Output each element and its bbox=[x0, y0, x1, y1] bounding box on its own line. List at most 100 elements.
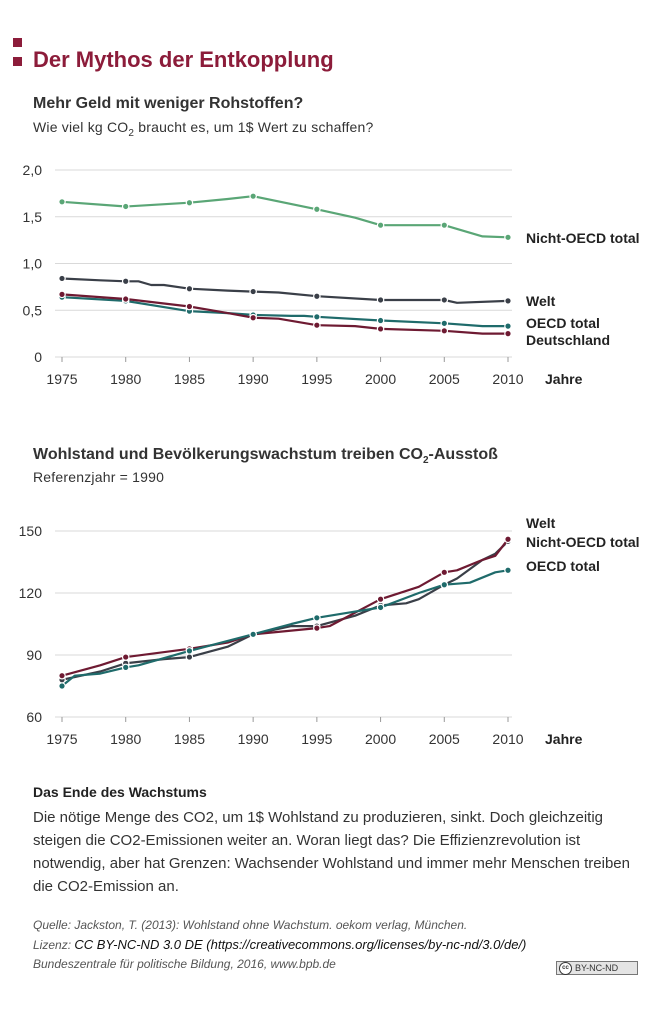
chart1-point-oecd-total bbox=[313, 312, 321, 321]
chart1-point-nicht-oecd-total bbox=[121, 202, 130, 211]
chart1-point-welt bbox=[249, 287, 257, 296]
license-prefix: Lizenz: bbox=[33, 938, 75, 952]
chart1-point-nicht-oecd-total bbox=[185, 198, 194, 207]
chart2-point-oecd-total bbox=[185, 647, 194, 655]
chart2-point-nicht-oecd-total bbox=[376, 595, 385, 604]
chart1-point-deutschland bbox=[376, 325, 385, 333]
chart1-point-nicht-oecd-total bbox=[313, 205, 321, 214]
chart2-point-oecd-total bbox=[58, 682, 66, 690]
chart2-point-oecd-total bbox=[440, 580, 449, 589]
license-link[interactable]: CC BY-NC-ND 3.0 DE (https://creativecomm… bbox=[74, 937, 527, 952]
chart1-point-oecd-total bbox=[376, 316, 385, 325]
chart2-point-oecd-total bbox=[249, 630, 257, 639]
chart2-series-label-oecd-total: OECD total bbox=[526, 558, 600, 574]
chart2-y-tick-label: 150 bbox=[19, 523, 43, 539]
chart1-series-label-deutschland: Deutschland bbox=[526, 332, 610, 348]
chart2-x-tick-label: 1990 bbox=[238, 731, 269, 747]
chart2-subtitle: Referenzjahr = 1990 bbox=[33, 469, 165, 485]
chart1-point-deutschland bbox=[313, 321, 321, 330]
chart1-point-nicht-oecd-total bbox=[58, 197, 66, 206]
chart2-point-nicht-oecd-total bbox=[58, 671, 66, 680]
chart2-title: Wohlstand und Bevölkerungswachstum treib… bbox=[33, 446, 498, 466]
chart1-x-tick-label: 2010 bbox=[492, 371, 523, 387]
chart2-point-welt bbox=[185, 653, 194, 661]
article-body: Die nötige Menge des CO2, um 1$ Wohlstan… bbox=[33, 809, 630, 895]
cc-circle-icon: cc bbox=[559, 961, 572, 975]
chart1-point-deutschland bbox=[185, 302, 194, 311]
chart1-co2-intensity: 0 0,5 1,0 1,5 2,0 1975 1980 1985 1990 1995 2000 200… bbox=[23, 162, 640, 387]
chart1-y-tick-label: 0,5 bbox=[23, 302, 43, 318]
chart2-x-axis-label: Jahre bbox=[545, 731, 583, 747]
page-title: Der Mythos der Entkopplung bbox=[33, 47, 334, 72]
chart1-point-oecd-total bbox=[440, 319, 449, 328]
chart2-x-tick-label: 2000 bbox=[365, 731, 396, 747]
chart1-x-tick-label: 1995 bbox=[301, 371, 332, 387]
chart1-point-nicht-oecd-total bbox=[440, 221, 449, 229]
chart2-y-tick-label: 90 bbox=[26, 647, 42, 663]
chart1-y-tick-label: 0 bbox=[34, 349, 42, 365]
chart1-series-label-oecd-total: OECD total bbox=[526, 315, 600, 331]
chart1-subtitle-part2: braucht es, um 1$ Wert zu schaffen? bbox=[134, 119, 374, 135]
chart1-x-tick-label: 1990 bbox=[238, 371, 269, 387]
chart2-point-nicht-oecd-total bbox=[121, 653, 130, 661]
chart2-point-nicht-oecd-total bbox=[313, 624, 321, 632]
chart2-line-oecd-total bbox=[61, 569, 509, 687]
chart2-x-tick-label: 2010 bbox=[492, 731, 523, 747]
chart1-x-tick-label: 1975 bbox=[46, 371, 77, 387]
chart2-point-oecd-total bbox=[121, 663, 130, 672]
chart1-y-tick-label: 1,5 bbox=[23, 209, 43, 225]
chart1-point-deutschland bbox=[249, 313, 257, 322]
chart1-point-nicht-oecd-total bbox=[376, 221, 385, 229]
chart2-point-oecd-total bbox=[313, 614, 321, 622]
chart1-y-tick-label: 1,0 bbox=[23, 256, 43, 272]
chart1-x-tick-label: 2005 bbox=[429, 371, 460, 387]
source-note: Quelle: Jackston, T. (2013): Wohlstand o… bbox=[33, 918, 468, 932]
chart1-point-deutschland bbox=[504, 329, 512, 338]
chart2-series-label-welt: Welt bbox=[526, 515, 556, 531]
license-line: Lizenz: CC BY-NC-ND 3.0 DE (https://crea… bbox=[33, 937, 526, 952]
chart2-point-oecd-total bbox=[376, 603, 385, 612]
chart1-x-axis-label: Jahre bbox=[545, 371, 583, 387]
chart1-point-welt bbox=[504, 297, 512, 305]
chart1-point-nicht-oecd-total bbox=[249, 192, 257, 200]
chart1-series-label-welt: Welt bbox=[526, 293, 556, 309]
chart1-point-welt bbox=[58, 274, 66, 283]
chart1-line-deutschland bbox=[61, 293, 508, 335]
chart2-title-part1: Wohlstand und Bevölkerungswachstum treib… bbox=[33, 446, 423, 463]
chart1-point-oecd-total bbox=[504, 322, 512, 330]
chart2-y-tick-label: 60 bbox=[26, 709, 42, 725]
chart2-x-tick-label: 2005 bbox=[429, 731, 460, 747]
article-heading: Das Ende des Wachstums bbox=[33, 784, 207, 800]
chart2-x-tick-label: 1995 bbox=[301, 731, 332, 747]
chart2-x-tick-label: 1985 bbox=[174, 731, 205, 747]
chart2-y-tick-label: 120 bbox=[19, 585, 43, 601]
accent-square-bottom bbox=[13, 57, 22, 66]
chart1-subtitle: Wie viel kg CO2 braucht es, um 1$ Wert z… bbox=[33, 119, 374, 139]
publisher-note: Bundeszentrale für politische Bildung, 2… bbox=[33, 957, 336, 971]
chart2-point-oecd-total bbox=[504, 566, 512, 575]
chart2-title-part2: -Ausstoß bbox=[428, 446, 498, 463]
cc-license-icon: cc BY-NC-ND bbox=[556, 961, 638, 975]
accent-square-top bbox=[13, 38, 22, 47]
chart2-series-label-nicht-oecd-total: Nicht-OECD total bbox=[526, 534, 640, 550]
chart1-point-welt bbox=[185, 284, 194, 293]
chart1-title: Mehr Geld mit weniger Rohstoffen? bbox=[33, 95, 304, 112]
chart1-series-label-nicht-oecd-total: Nicht-OECD total bbox=[526, 230, 640, 246]
chart1-point-welt bbox=[313, 292, 321, 301]
chart1-point-nicht-oecd-total bbox=[504, 233, 512, 242]
chart1-point-deutschland bbox=[121, 295, 130, 303]
chart1-point-welt bbox=[376, 296, 385, 304]
chart2-title-subscript: 2 bbox=[422, 455, 429, 467]
chart2-x-tick-label: 1980 bbox=[110, 731, 141, 747]
chart1-x-tick-label: 1980 bbox=[110, 371, 141, 387]
chart1-point-welt bbox=[440, 296, 449, 304]
cc-badge-text: BY-NC-ND bbox=[575, 963, 619, 973]
chart2-x-tick-label: 1975 bbox=[46, 731, 77, 747]
chart1-subtitle-subscript: 2 bbox=[128, 127, 135, 139]
chart1-x-tick-label: 2000 bbox=[365, 371, 396, 387]
chart1-y-tick-label: 2,0 bbox=[23, 162, 43, 178]
chart1-line-oecd-total bbox=[61, 296, 508, 328]
chart1-x-tick-label: 1985 bbox=[174, 371, 205, 387]
chart2-point-nicht-oecd-total bbox=[440, 568, 449, 577]
chart1-point-deutschland bbox=[58, 290, 66, 299]
